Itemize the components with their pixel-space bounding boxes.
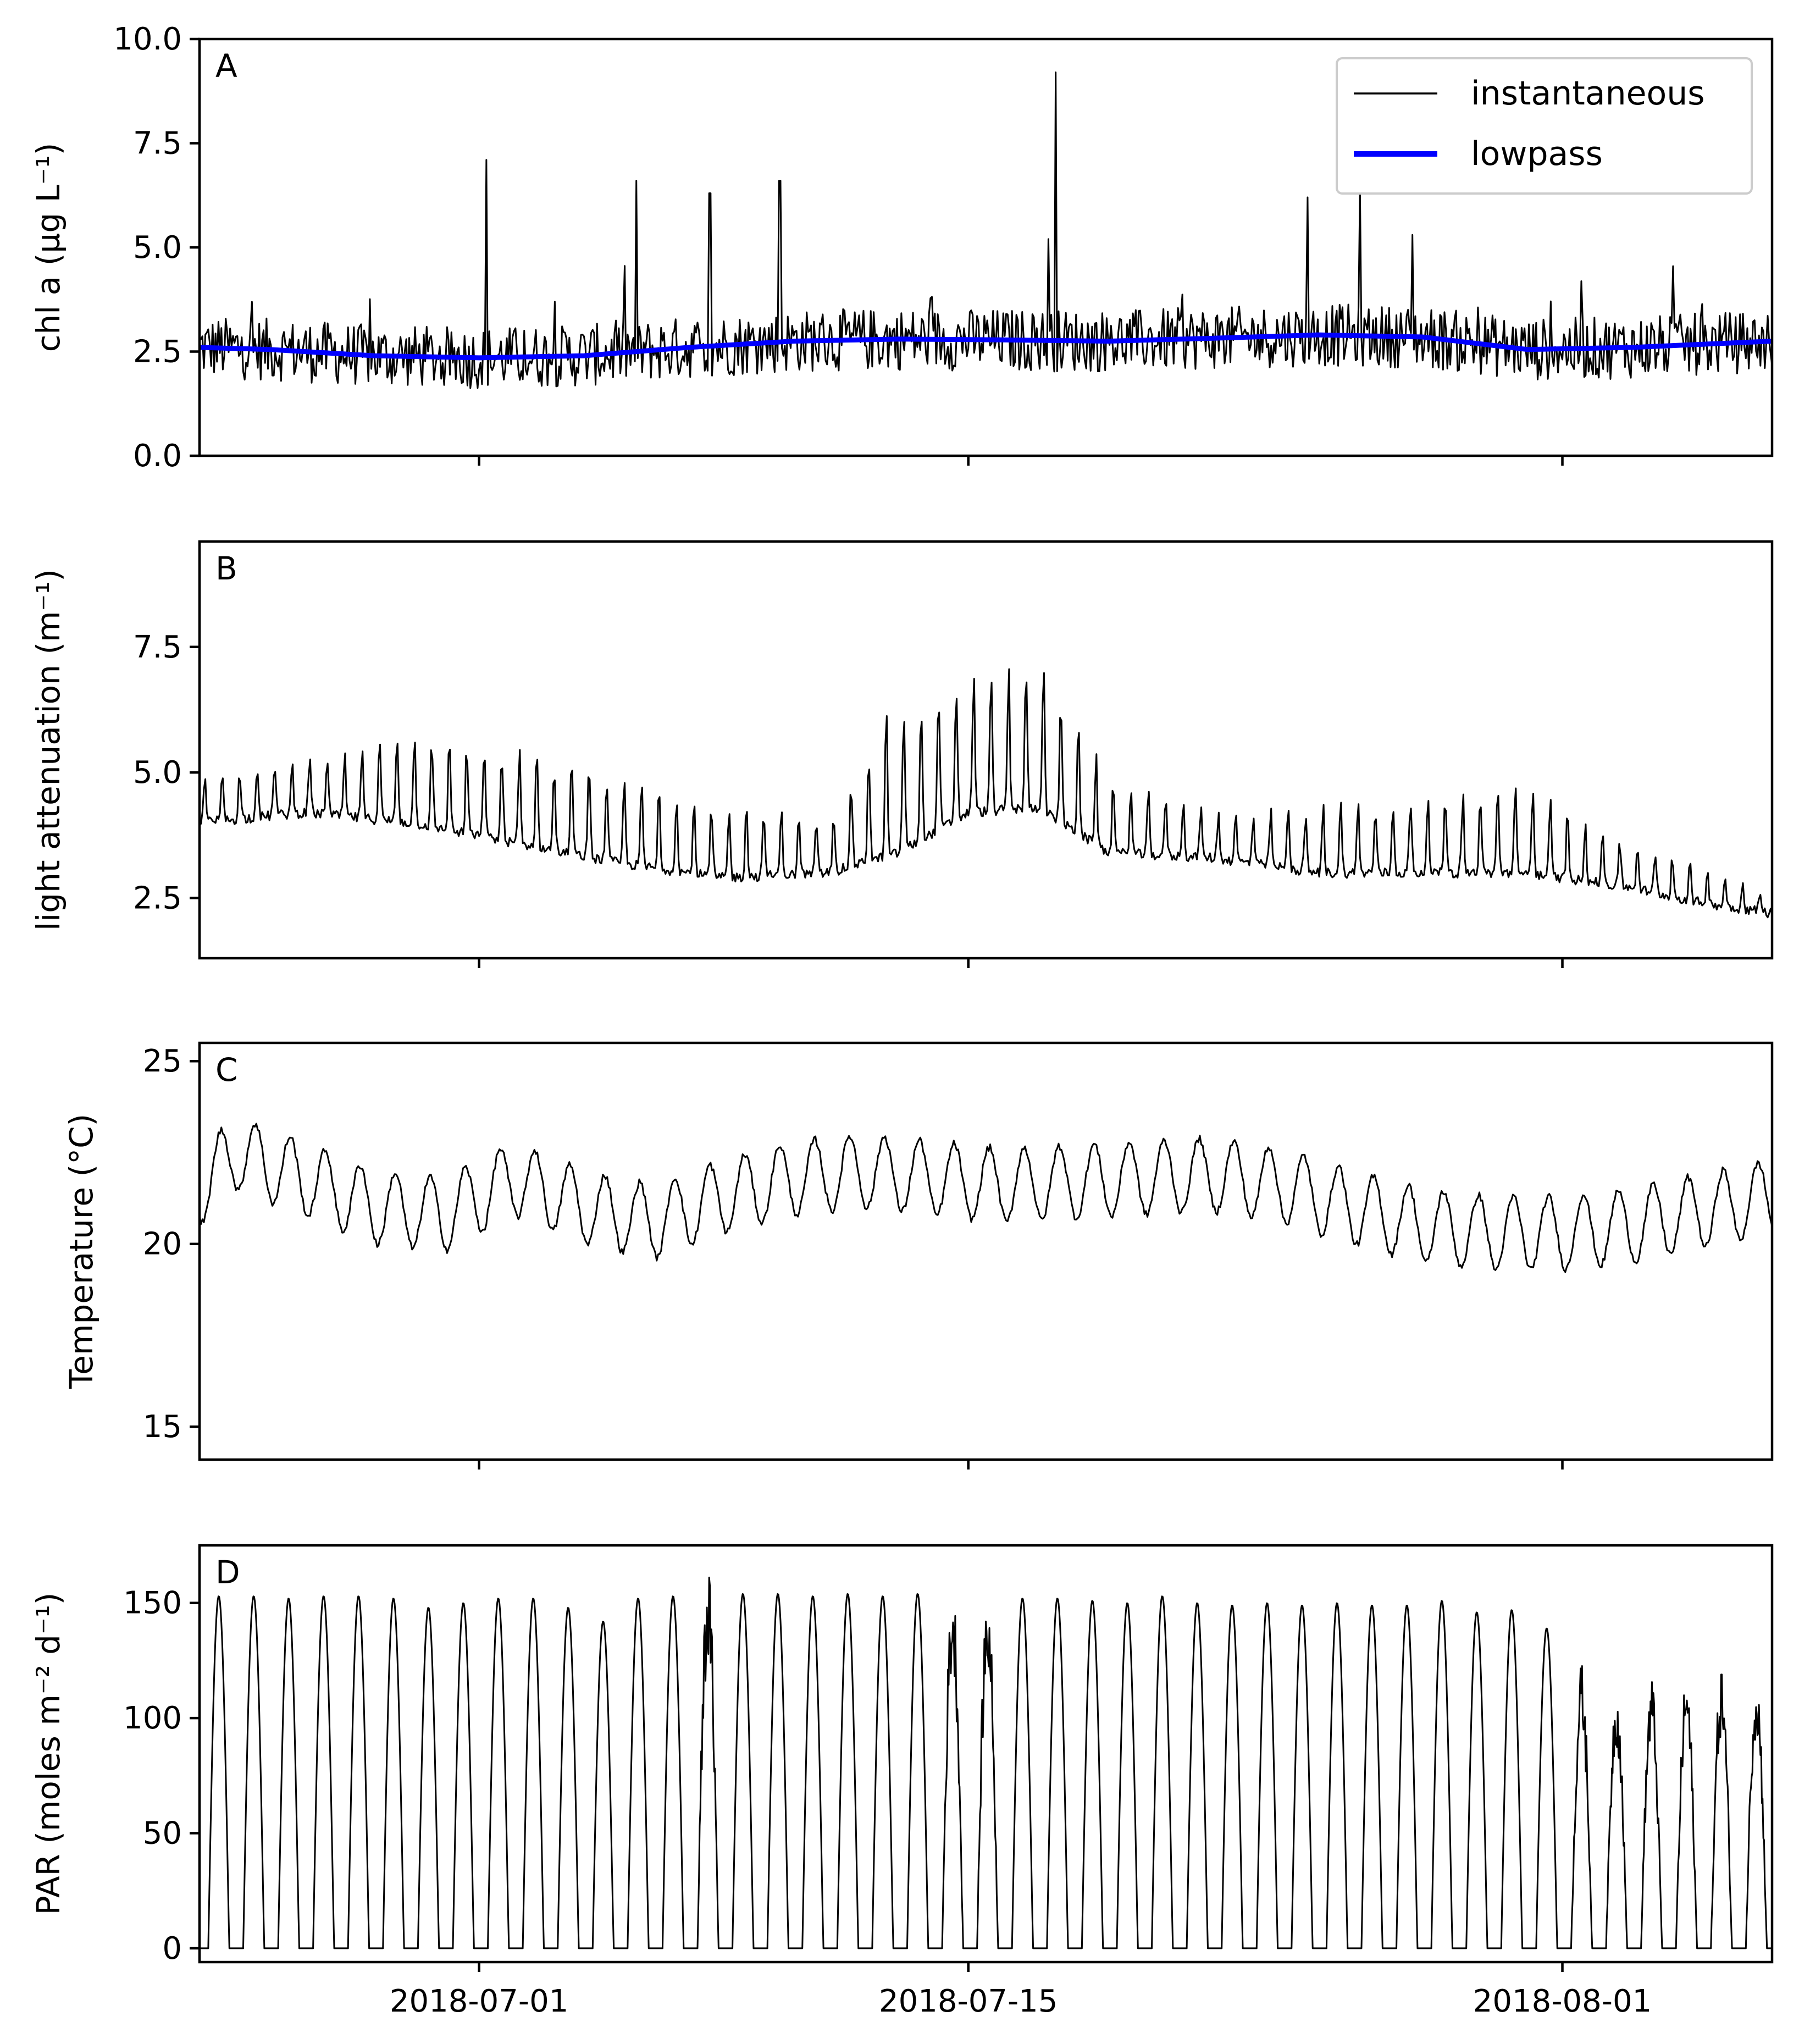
panel-d-y-tick-label: 0 [162, 1931, 182, 1966]
series-chl-a-lowpass [200, 332, 1772, 361]
series-par [200, 1576, 1772, 1949]
legend-frame [1336, 57, 1753, 195]
panel-d-y-ticks: 0 50 100 150 [123, 1586, 200, 1966]
panel-d-y-tick-label: 50 [143, 1815, 182, 1851]
panel-c-y-tick-label: 25 [143, 1043, 182, 1079]
panel-c-letter: C [215, 1051, 238, 1089]
panel-d-plot-area [200, 1576, 1772, 1949]
panel-a-x-ticks [478, 456, 1564, 466]
panel-c-frame [198, 1041, 1774, 1461]
panel-a-y-tick-label: 0.0 [133, 438, 182, 474]
panel-b-letter: B [215, 550, 237, 587]
panel-d-par: D 0 50 100 150 2018-07-01 2018-07-15 2018-08-… [30, 1544, 1774, 2019]
legend-lowpass-label: lowpass [1471, 135, 1603, 173]
panel-d-y-tick-label: 100 [123, 1700, 182, 1736]
panel-d-y-axis-label: PAR (moles m⁻² d⁻¹) [30, 1593, 67, 1915]
panel-b-y-axis-label: light attenuation (m⁻¹) [30, 569, 67, 931]
x-tick-label: 2018-08-01 [1473, 1984, 1652, 2019]
panel-b-y-tick-label: 7.5 [133, 629, 182, 665]
panel-c-x-ticks [478, 1460, 1564, 1470]
panel-c-y-tick-label: 20 [143, 1227, 182, 1262]
panel-b-plot-area [200, 668, 1772, 919]
panel-c-plot-area [200, 1123, 1772, 1273]
panel-b-light-attenuation: B 2.5 5.0 7.5 light attenuation (m⁻¹) [30, 540, 1774, 968]
panel-a-legend: instantaneous lowpass [1336, 57, 1753, 195]
panel-b-x-ticks [478, 958, 1564, 968]
panel-c-y-tick-label: 15 [143, 1409, 182, 1445]
panel-a-letter: A [215, 47, 237, 85]
panel-a-plot-area [200, 71, 1772, 389]
panel-d-x-ticks: 2018-07-01 2018-07-15 2018-08-01 [390, 1962, 1652, 2019]
panel-a-y-axis-label: chl a (µg L⁻¹) [30, 143, 67, 352]
panel-d-frame [198, 1544, 1774, 1964]
series-temperature [200, 1123, 1772, 1273]
panel-a-chl-a: A 0.0 2.5 5.0 7.5 10.0 chl a (µg L⁻¹) instan… [30, 21, 1774, 474]
x-tick-label: 2018-07-01 [390, 1984, 568, 2019]
legend-instantaneous-label: instantaneous [1471, 74, 1705, 113]
panel-d-letter: D [215, 1554, 240, 1591]
panel-b-y-ticks: 2.5 5.0 7.5 [133, 629, 200, 916]
panel-a-y-tick-label: 5.0 [133, 230, 182, 266]
panel-a-y-ticks: 0.0 2.5 5.0 7.5 10.0 [113, 21, 200, 474]
panel-d-y-tick-label: 150 [123, 1586, 182, 1621]
panel-a-y-tick-label: 10.0 [113, 21, 182, 57]
panel-b-frame [198, 540, 1774, 960]
panel-c-temperature: C 15 20 25 Temperature (°C) [63, 1041, 1774, 1470]
panel-a-y-tick-label: 2.5 [133, 334, 182, 370]
panel-c-y-axis-label: Temperature (°C) [63, 1114, 100, 1390]
panel-b-y-tick-label: 2.5 [133, 880, 182, 916]
x-tick-label: 2018-07-15 [879, 1984, 1058, 2019]
series-light-attenuation [200, 668, 1772, 919]
panel-a-y-tick-label: 7.5 [133, 126, 182, 162]
panel-b-y-tick-label: 5.0 [133, 755, 182, 791]
panel-c-y-ticks: 15 20 25 [143, 1043, 200, 1445]
